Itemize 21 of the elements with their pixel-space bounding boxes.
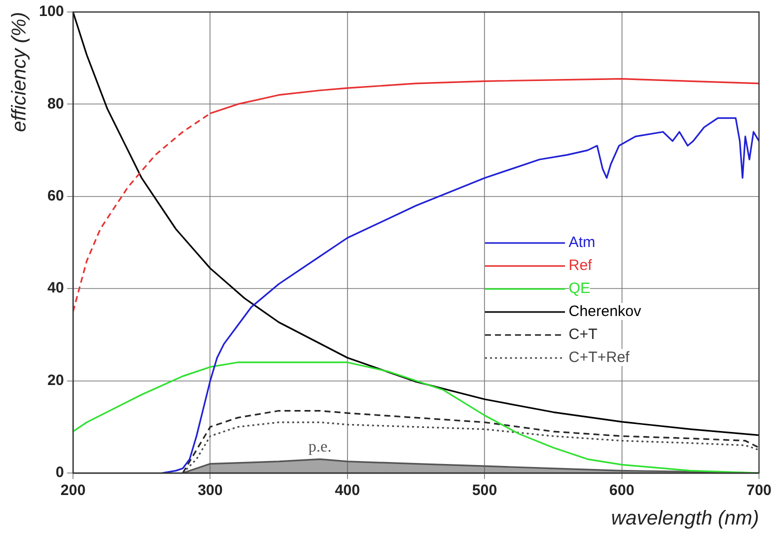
text: Atm [568,234,596,251]
y-tick-label: 20 [47,372,64,389]
x-axis-title: wavelength (nm) [611,508,759,530]
text: QE [568,280,590,297]
y-tick-label: 100 [38,3,64,20]
x-tick-label: 700 [746,482,772,500]
x-tick-label: 200 [60,482,86,500]
series-label: p.e. [308,438,332,456]
y-tick-label: 60 [47,188,64,205]
text: Ref [568,257,592,274]
y-axis-title: efficiency (%) [8,12,31,132]
y-tick-label: 0 [56,464,64,482]
y-tick-label: 40 [47,280,64,297]
x-tick-label: 300 [198,482,223,500]
y-tick-label: 80 [47,95,64,112]
text: C+T+Ref [568,349,630,366]
x-tick-label: 400 [334,482,360,500]
text: C+T [568,326,598,343]
x-tick-label: 600 [609,482,634,500]
x-tick-label: 500 [472,482,498,500]
text: Cherenkov [568,303,642,320]
